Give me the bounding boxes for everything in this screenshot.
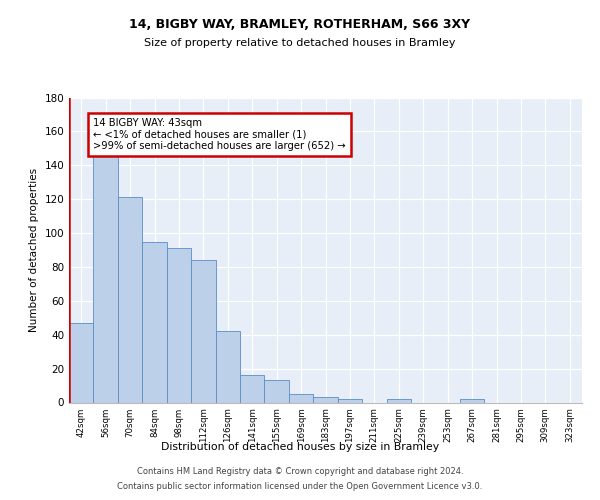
Text: Distribution of detached houses by size in Bramley: Distribution of detached houses by size … xyxy=(161,442,439,452)
Bar xyxy=(118,198,142,402)
Bar xyxy=(460,399,484,402)
Bar xyxy=(338,399,362,402)
Text: Contains public sector information licensed under the Open Government Licence v3: Contains public sector information licen… xyxy=(118,482,482,491)
Bar xyxy=(142,242,167,402)
Bar xyxy=(191,260,215,402)
Bar xyxy=(215,332,240,402)
Bar xyxy=(313,398,338,402)
Bar xyxy=(289,394,313,402)
Bar xyxy=(167,248,191,402)
Bar xyxy=(265,380,289,402)
Bar xyxy=(94,155,118,402)
Text: Size of property relative to detached houses in Bramley: Size of property relative to detached ho… xyxy=(144,38,456,48)
Text: Contains HM Land Registry data © Crown copyright and database right 2024.: Contains HM Land Registry data © Crown c… xyxy=(137,467,463,476)
Bar xyxy=(240,376,265,402)
Text: 14 BIGBY WAY: 43sqm
← <1% of detached houses are smaller (1)
>99% of semi-detach: 14 BIGBY WAY: 43sqm ← <1% of detached ho… xyxy=(94,118,346,151)
Bar xyxy=(69,323,94,402)
Y-axis label: Number of detached properties: Number of detached properties xyxy=(29,168,39,332)
Text: 14, BIGBY WAY, BRAMLEY, ROTHERHAM, S66 3XY: 14, BIGBY WAY, BRAMLEY, ROTHERHAM, S66 3… xyxy=(130,18,470,30)
Bar xyxy=(386,399,411,402)
